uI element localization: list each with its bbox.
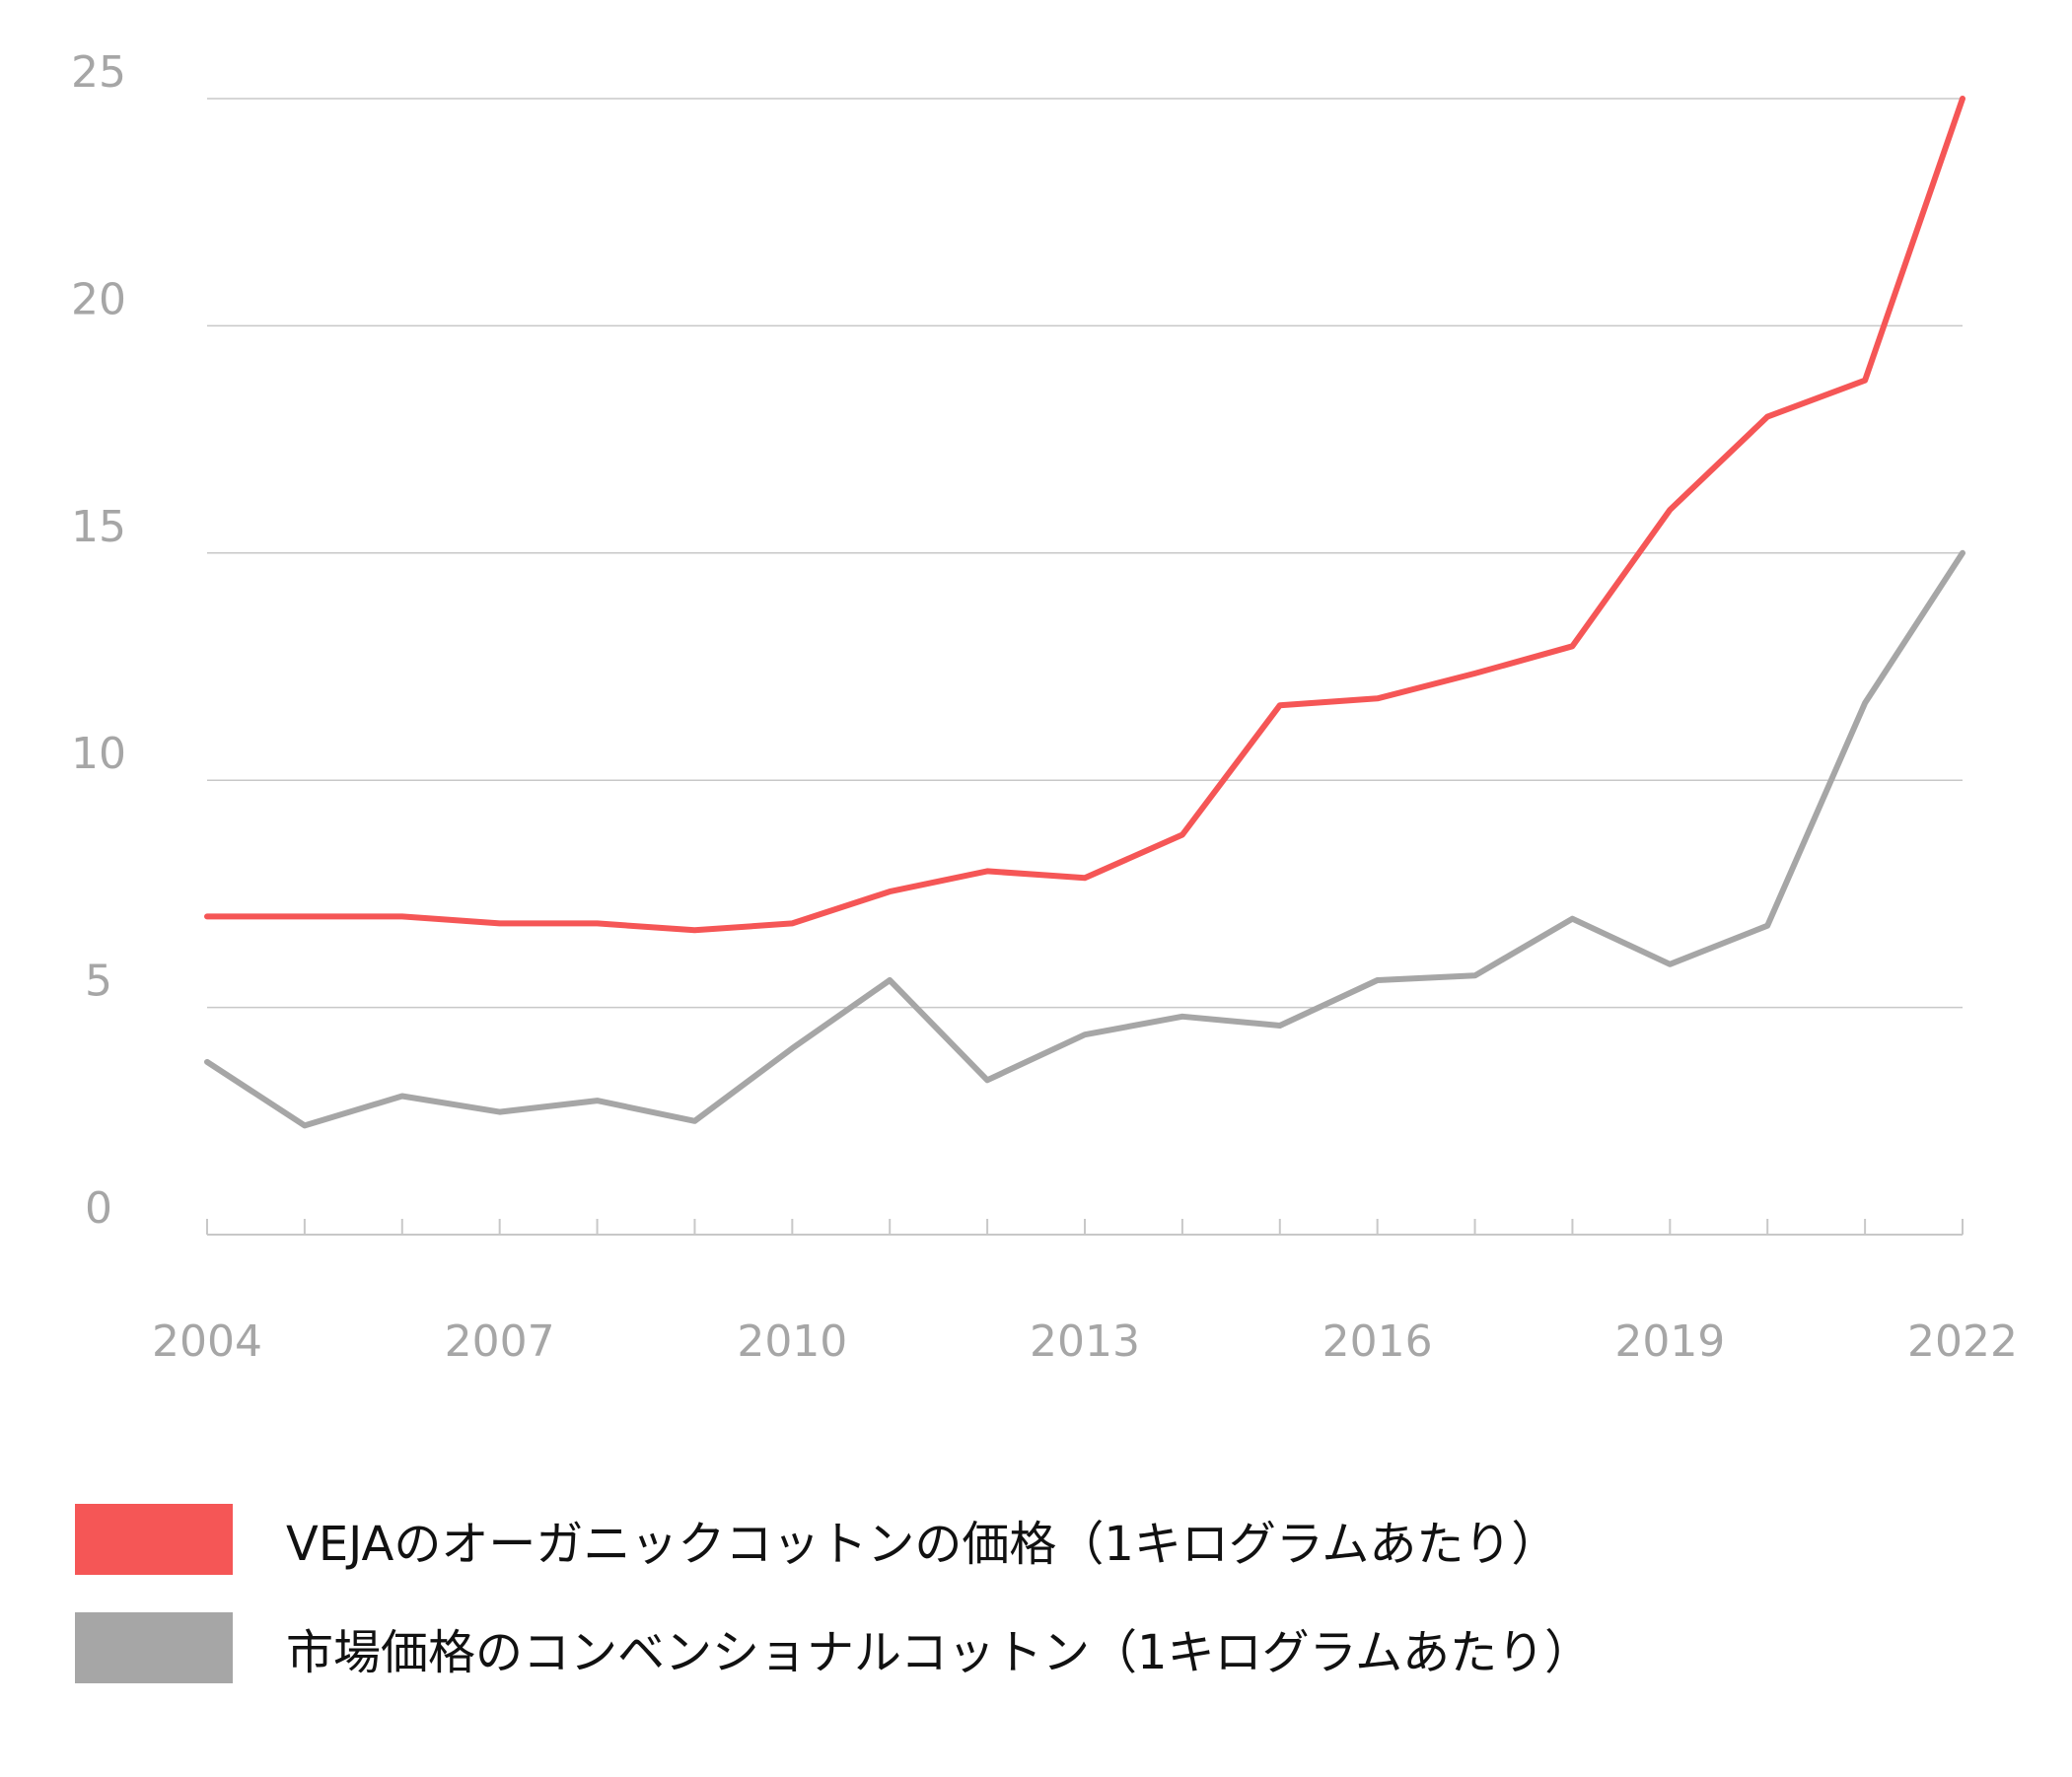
x-axis-tick-labels: 2004 2007 2010 2013 2016 2019 2022 xyxy=(152,1316,2018,1367)
line-chart: 0 5 10 15 20 25 2004 2007 2010 2013 2016 2019 2022 xyxy=(71,47,2018,1367)
y-tick-label: 10 xyxy=(71,729,126,779)
y-tick-label: 5 xyxy=(85,957,112,1007)
series-lines xyxy=(204,96,1965,1129)
series-line-market-conventional xyxy=(204,549,1965,1129)
legend-item-veja-organic: VEJAのオーガニックコットンの価格（1キログラムあたり） xyxy=(75,1504,1592,1575)
x-tick-label: 2013 xyxy=(1030,1316,1140,1367)
x-tick-label: 2022 xyxy=(1907,1316,2018,1367)
legend-item-market-conventional: 市場価格のコンベンショナルコットン（1キログラムあたり） xyxy=(75,1612,1592,1683)
x-tick-label: 2016 xyxy=(1322,1316,1433,1367)
x-tick-label: 2019 xyxy=(1614,1316,1725,1367)
y-tick-label: 25 xyxy=(71,47,126,98)
legend-swatch-veja-organic xyxy=(75,1504,233,1575)
legend: VEJAのオーガニックコットンの価格（1キログラムあたり） 市場価格のコンベンシ… xyxy=(75,1504,1592,1721)
y-tick-label: 15 xyxy=(71,502,126,552)
x-tick-label: 2004 xyxy=(152,1316,262,1367)
legend-swatch-market-conventional xyxy=(75,1612,233,1683)
y-tick-label: 0 xyxy=(85,1183,112,1234)
legend-label-market-conventional: 市場価格のコンベンショナルコットン（1キログラムあたり） xyxy=(286,1625,1593,1680)
legend-label-veja-organic: VEJAのオーガニックコットンの価格（1キログラムあたり） xyxy=(286,1517,1559,1572)
gridlines xyxy=(207,98,1963,1009)
y-axis-tick-labels: 0 5 10 15 20 25 xyxy=(71,47,126,1234)
x-tick-label: 2010 xyxy=(737,1316,847,1367)
y-tick-label: 20 xyxy=(71,274,126,324)
x-axis xyxy=(206,1219,1964,1236)
series-line-veja-organic xyxy=(204,96,1965,934)
x-tick-label: 2007 xyxy=(445,1316,555,1367)
